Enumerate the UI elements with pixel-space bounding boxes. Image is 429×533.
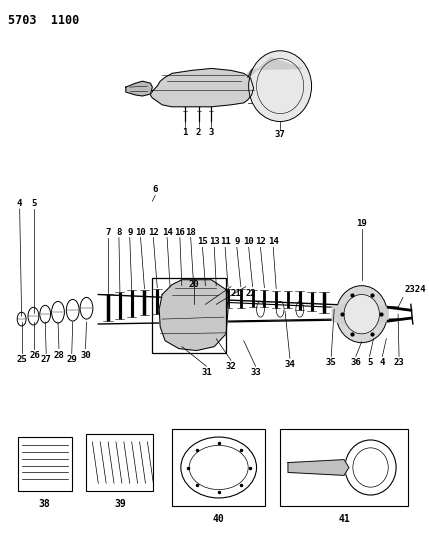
Text: 22: 22 [246,288,257,297]
Text: 11: 11 [220,237,230,246]
Text: 8: 8 [116,228,121,237]
Polygon shape [288,459,349,475]
Text: 1: 1 [182,128,187,138]
Text: 40: 40 [213,514,224,524]
Text: 33: 33 [250,368,261,377]
Bar [18,437,72,491]
Text: 25: 25 [16,356,27,365]
Text: 10: 10 [243,237,254,246]
Polygon shape [126,81,152,96]
Text: 9: 9 [127,228,133,237]
Text: 14: 14 [268,237,278,246]
Text: 6: 6 [153,185,158,194]
Text: 34: 34 [284,360,295,369]
Text: 2: 2 [196,128,201,138]
Ellipse shape [249,51,311,122]
Text: 27: 27 [41,356,51,365]
Bar [172,429,266,506]
Text: 3: 3 [208,128,214,138]
Text: 12: 12 [255,237,266,246]
Text: 26: 26 [29,351,40,360]
Text: 28: 28 [54,351,64,360]
Text: 41: 41 [338,514,350,524]
Text: 2324: 2324 [405,285,426,294]
Text: 14: 14 [162,228,172,237]
Text: 23: 23 [394,358,405,367]
Text: 13: 13 [209,237,220,246]
Text: 5: 5 [367,358,372,367]
Text: 35: 35 [326,358,337,367]
Text: 18: 18 [185,228,196,237]
Text: 10: 10 [135,228,146,237]
Text: 21: 21 [231,288,242,297]
Text: 36: 36 [350,358,361,367]
Text: 12: 12 [148,228,159,237]
Ellipse shape [336,286,387,343]
Text: 15: 15 [197,237,208,246]
Text: 32: 32 [226,362,236,372]
Bar [280,429,408,506]
Text: 9: 9 [234,237,239,246]
Text: 4: 4 [380,358,385,367]
Bar [87,434,153,491]
Text: 38: 38 [39,499,51,509]
Polygon shape [151,68,254,107]
Text: 31: 31 [201,368,212,377]
Text: 5703  1100: 5703 1100 [8,14,79,27]
Polygon shape [159,280,228,351]
Polygon shape [332,304,388,324]
Text: 4: 4 [17,199,22,208]
Text: 29: 29 [66,356,77,365]
Polygon shape [248,58,302,78]
Bar [152,278,226,353]
Text: 19: 19 [356,219,367,228]
Text: 30: 30 [80,351,91,360]
Ellipse shape [344,295,379,334]
Text: 37: 37 [275,131,286,139]
Text: 16: 16 [175,228,185,237]
Text: 5: 5 [32,199,37,208]
Text: 39: 39 [114,499,126,509]
Text: 20: 20 [188,280,199,289]
Text: 7: 7 [106,228,111,237]
